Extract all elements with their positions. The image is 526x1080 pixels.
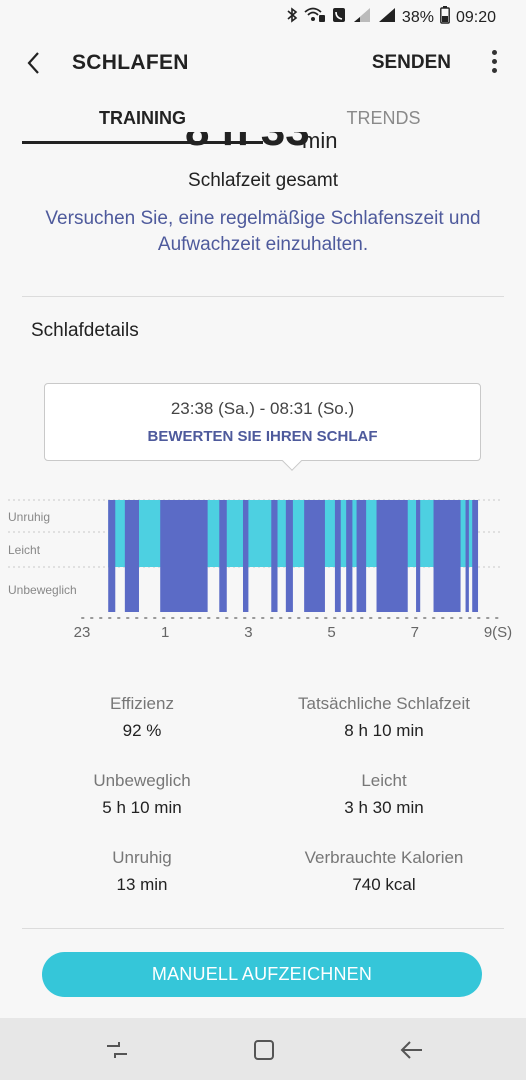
bluetooth-icon: [286, 7, 298, 28]
stat-label: Tatsächliche Schlafzeit: [298, 694, 470, 713]
home-button[interactable]: [250, 1036, 278, 1064]
record-manually-button[interactable]: MANUELL AUFZEICHNEN: [42, 952, 482, 997]
app-bar: SCHLAFEN SENDEN: [0, 34, 526, 92]
total-sleep-label: Schlafzeit gesamt: [188, 170, 338, 191]
recent-apps-icon: [107, 1042, 127, 1058]
sleep-time-range: 23:38 (Sa.) - 08:31 (So.): [170, 399, 355, 418]
stat-value: 3 h 30 min: [344, 798, 424, 817]
level-label-unbeweglich: Unbeweglich: [8, 583, 77, 597]
motionless-bar: [346, 500, 353, 612]
stat-label: Verbrauchte Kalorien: [304, 848, 464, 867]
stat-label: Effizienz: [110, 694, 174, 713]
motionless-bar: [285, 500, 293, 612]
signal-icon: [352, 7, 372, 28]
stat-value: 8 h 10 min: [344, 721, 424, 740]
level-label-unruhig: Unruhig: [8, 510, 51, 524]
stat-light: Leicht 3 h 30 min: [259, 771, 509, 818]
motionless-bar: [334, 500, 341, 612]
clock: 09:20: [455, 8, 496, 26]
divider: [22, 928, 504, 929]
motionless-bar: [219, 500, 227, 612]
send-button[interactable]: SENDEN: [371, 52, 451, 73]
sleep-chart: 23 1 3 5 7 9(S) Unruhig Leicht Unbeweglich: [0, 490, 526, 650]
home-icon: [254, 1040, 274, 1060]
stat-motionless: Unbeweglich 5 h 10 min: [17, 771, 267, 818]
system-nav-bar: [0, 1018, 526, 1080]
motionless-bar: [160, 500, 208, 612]
motionless-bar: [242, 500, 249, 612]
divider: [22, 296, 504, 297]
status-bar: 38% 09:20: [0, 0, 526, 34]
motionless-bar: [472, 500, 479, 612]
signal-icon-2: [378, 7, 396, 28]
motionless-bar: [304, 500, 325, 612]
stat-value: 740 kcal: [352, 875, 416, 894]
x-tick-label: 23: [74, 624, 91, 641]
wifi-call-icon: [304, 7, 326, 28]
motionless-bar: [271, 500, 278, 612]
x-tick-label: 9(S): [484, 624, 512, 641]
stat-value: 13 min: [116, 875, 168, 894]
battery-percent: 38%: [401, 8, 434, 26]
tab-trends[interactable]: TRENDS: [346, 108, 421, 128]
tooltip-pointer: [282, 451, 302, 471]
section-title: Schlafdetails: [31, 320, 139, 341]
motionless-bar: [465, 500, 469, 612]
motionless-bar: [108, 500, 116, 612]
tab-bar: TRAINING TRENDS: [22, 96, 504, 144]
x-tick-label: 7: [411, 624, 419, 641]
motionless-bar: [376, 500, 408, 612]
total-sleep-number: 8 h 33: [185, 132, 310, 152]
back-button[interactable]: [22, 48, 48, 78]
motionless-bar: [356, 500, 367, 612]
total-sleep-value: 8 h 33 min: [0, 132, 526, 152]
rate-sleep-link[interactable]: BEWERTEN SIE IHREN SCHLAF: [147, 428, 378, 445]
stat-calories: Verbrauchte Kalorien 740 kcal: [259, 848, 509, 895]
stat-label: Unbeweglich: [93, 771, 191, 790]
phone-icon: [332, 7, 346, 28]
x-tick-label: 5: [327, 624, 335, 641]
motionless-bar: [433, 500, 461, 612]
back-arrow-icon: [27, 52, 39, 74]
page-title: SCHLAFEN: [72, 51, 189, 74]
motionless-bar: [124, 500, 139, 612]
tab-training[interactable]: TRAINING: [22, 96, 263, 144]
more-options-icon[interactable]: [490, 50, 498, 76]
sleep-tooltip: 23:38 (Sa.) - 08:31 (So.) BEWERTEN SIE I…: [44, 383, 481, 471]
x-tick-label: 1: [161, 624, 169, 641]
sleep-chart-svg: 23 1 3 5 7 9(S): [8, 499, 512, 641]
back-icon: [400, 1041, 422, 1059]
stat-restless: Unruhig 13 min: [17, 848, 267, 895]
stat-label: Unruhig: [112, 848, 172, 867]
recent-apps-button[interactable]: [103, 1036, 131, 1064]
back-nav-button[interactable]: [398, 1036, 426, 1064]
x-tick-label: 3: [244, 624, 252, 641]
stat-value: 92 %: [122, 721, 162, 740]
sleep-hint-text: Versuchen Sie, eine regelmäßige Schlafen…: [45, 208, 481, 255]
stat-value: 5 h 10 min: [102, 798, 182, 817]
stat-label: Leicht: [361, 771, 407, 790]
battery-icon: [440, 6, 450, 29]
total-sleep-unit: min: [302, 132, 338, 152]
stat-efficiency: Effizienz 92 %: [17, 694, 267, 741]
level-label-leicht: Leicht: [8, 543, 41, 557]
stat-actual-sleep: Tatsächliche Schlafzeit 8 h 10 min: [259, 694, 509, 741]
motionless-bar: [416, 500, 421, 612]
